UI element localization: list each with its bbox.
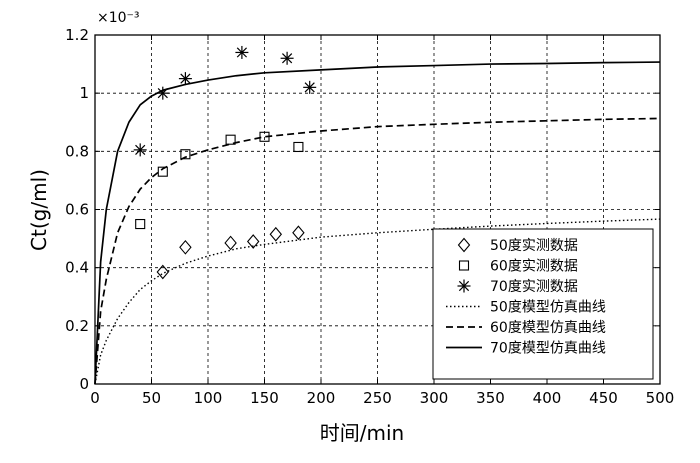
y-axis-title: Ct(g/ml) xyxy=(27,169,51,251)
data-point-square xyxy=(135,218,146,230)
star-stroke xyxy=(458,280,470,292)
star-stroke xyxy=(157,88,168,99)
data-point-star xyxy=(280,51,294,65)
x-axis-title: 时间/min xyxy=(320,421,404,445)
x-tick-label: 400 xyxy=(533,389,562,407)
data-point-square xyxy=(180,149,191,160)
legend: 50度实测数据 60度实测数据 70度实测数据 50度模型仿真曲线 60度模型仿真曲线 7… xyxy=(432,228,654,380)
star-stroke xyxy=(135,144,146,155)
legend-swatch-diamond xyxy=(457,237,471,253)
legend-box xyxy=(432,228,654,380)
legend-swatch-star xyxy=(457,279,471,293)
data-point-square xyxy=(157,166,168,177)
x-tick-label: 100 xyxy=(194,389,223,407)
data-point-star xyxy=(133,143,147,157)
data-point-diamond xyxy=(179,239,192,255)
x-tick-label: 450 xyxy=(589,389,618,407)
data-point-star xyxy=(303,80,317,94)
star-stroke xyxy=(281,53,293,64)
series-line-5 xyxy=(94,61,661,385)
star-stroke xyxy=(304,82,315,93)
data-point-diamond xyxy=(224,235,237,251)
legend-swatch-square xyxy=(458,260,470,271)
data-point-star xyxy=(235,45,249,59)
y-tick-label: 0.4 xyxy=(65,259,89,277)
x-tick-label: 500 xyxy=(646,389,675,407)
curve-layer xyxy=(94,61,661,385)
star-stroke xyxy=(236,47,248,58)
y-tick-label: 1 xyxy=(79,84,89,102)
star-stroke xyxy=(180,73,191,84)
data-point-diamond xyxy=(156,264,170,280)
data-point-star xyxy=(156,86,170,100)
data-point-square xyxy=(225,134,236,145)
x-tick-label: 350 xyxy=(476,389,505,407)
series-line-4 xyxy=(94,117,661,385)
tick-layer: 0 50 100 150 200 250 300 350 400 450 500 0 0.2 0.4 0.6… xyxy=(65,26,674,407)
legend-label: 50度实测数据 xyxy=(490,238,578,254)
y-tick-label: 0.8 xyxy=(65,142,89,160)
marker-layer xyxy=(133,45,317,280)
x-tick-label: 150 xyxy=(250,389,279,407)
legend-label: 50度模型仿真曲线 xyxy=(490,300,606,316)
y-tick-label: 1.2 xyxy=(65,26,89,44)
data-point-square xyxy=(293,141,304,153)
data-point-diamond xyxy=(246,234,260,249)
x-tick-label: 0 xyxy=(90,389,100,407)
x-tick-label: 250 xyxy=(363,389,392,407)
y-tick-label: 0 xyxy=(79,375,89,393)
x-tick-label: 200 xyxy=(307,389,336,407)
x-tick-label: 300 xyxy=(420,389,449,407)
data-point-diamond xyxy=(292,225,305,241)
y-tick-label: 0.2 xyxy=(65,317,89,335)
y-multiplier-label: ×10⁻³ xyxy=(97,10,140,26)
data-point-star xyxy=(178,72,192,86)
legend-label: 60度模型仿真曲线 xyxy=(490,320,606,336)
legend-items: 50度实测数据 60度实测数据 70度实测数据 50度模型仿真曲线 60度模型仿真曲线 7… xyxy=(446,237,606,357)
data-point-diamond xyxy=(269,226,283,242)
y-tick-label: 0.6 xyxy=(65,201,89,219)
legend-label: 70度模型仿真曲线 xyxy=(490,341,606,357)
x-tick-label: 50 xyxy=(142,389,161,407)
legend-label: 60度实测数据 xyxy=(490,259,578,275)
data-point-square xyxy=(259,131,270,142)
legend-label: 70度实测数据 xyxy=(490,279,578,295)
